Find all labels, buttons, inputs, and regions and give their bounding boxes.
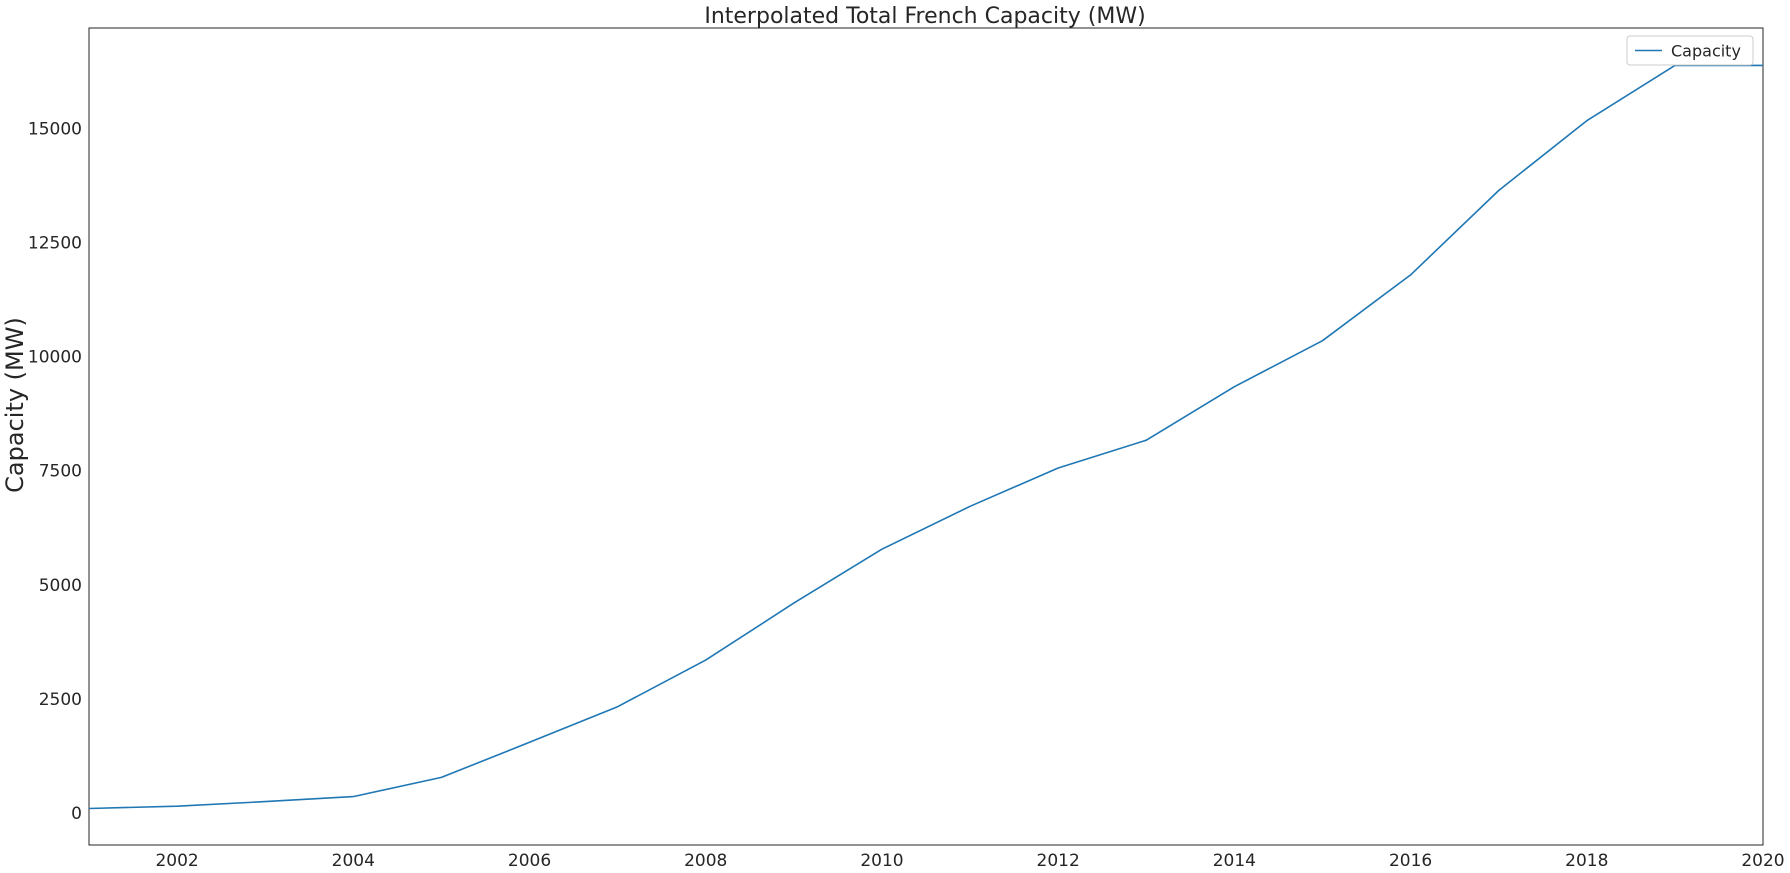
x-tick-label: 2012 bbox=[1037, 851, 1080, 871]
y-tick-label: 10000 bbox=[28, 348, 82, 368]
x-tick-label: 2018 bbox=[1565, 851, 1608, 871]
y-tick-label: 5000 bbox=[39, 576, 82, 596]
x-tick-label: 2004 bbox=[332, 851, 375, 871]
series-line-0 bbox=[88, 64, 1763, 810]
series-layer bbox=[88, 64, 1764, 810]
y-tick-label: 2500 bbox=[39, 690, 82, 710]
x-tick-label: 2016 bbox=[1389, 851, 1432, 871]
y-tick-label: 12500 bbox=[28, 234, 82, 254]
x-tick-label: 2006 bbox=[508, 851, 551, 871]
x-tick-label: 2002 bbox=[155, 851, 198, 871]
y-tick-label: 0 bbox=[71, 804, 82, 824]
x-axis: 2002 2004 2006 2008 2010 2012 2014 2016 2018 2020 bbox=[155, 851, 1784, 871]
plot-area bbox=[88, 27, 1764, 846]
y-tick-label: 15000 bbox=[28, 119, 82, 139]
y-axis: 0 2500 5000 7500 10000 12500 15000 bbox=[28, 119, 82, 824]
x-tick-label: 2008 bbox=[684, 851, 727, 871]
x-tick-label: 2014 bbox=[1213, 851, 1256, 871]
legend-box bbox=[1626, 35, 1754, 66]
x-tick-label: 2010 bbox=[860, 851, 903, 871]
chart-title: Interpolated Total French Capacity (MW) bbox=[704, 4, 1145, 29]
x-tick-label: 2020 bbox=[1741, 851, 1784, 871]
y-tick-label: 7500 bbox=[39, 462, 82, 482]
y-axis-label: Capacity (MW) bbox=[1, 317, 29, 493]
legend: Capacity bbox=[1626, 35, 1754, 66]
legend-label: Capacity bbox=[1671, 42, 1741, 61]
plot-frame bbox=[88, 27, 1764, 846]
